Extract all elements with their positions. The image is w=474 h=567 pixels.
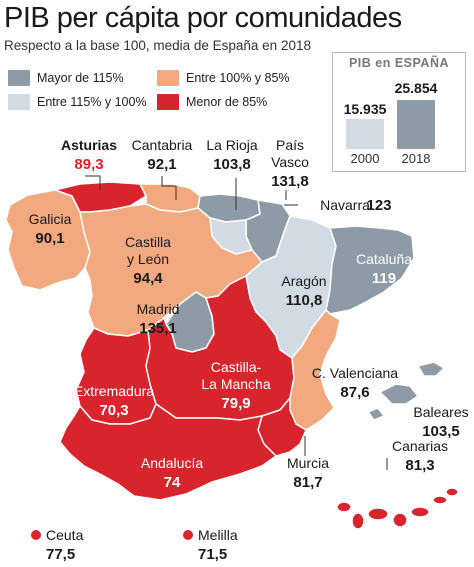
region-cataluna <box>325 225 415 315</box>
label-asturias: Asturias <box>61 137 117 153</box>
pib-bar-2000 <box>346 119 384 149</box>
legend-item-menor-85: Menor de 85% <box>157 94 267 110</box>
value-castilla-y-leon: 94,4 <box>133 270 163 287</box>
value-murcia: 81,7 <box>293 474 322 491</box>
value-c-valenciana: 87,6 <box>340 384 369 401</box>
label-murcia: Murcia <box>287 455 329 471</box>
pib-value-2018: 25.854 <box>395 80 438 96</box>
region-canarias <box>336 487 459 530</box>
label-la-rioja: La Rioja <box>206 137 258 153</box>
value-melilla: 71,5 <box>198 546 227 563</box>
legend-label: Entre 100% y 85% <box>186 71 290 85</box>
leader-lines <box>85 175 388 470</box>
region-andalucia <box>59 403 277 501</box>
label-c-valenciana: C. Valenciana <box>312 365 398 381</box>
value-la-rioja: 103,8 <box>213 156 251 173</box>
label-pais-vasco-line2: Vasco <box>271 154 309 170</box>
melilla-marker <box>183 530 193 540</box>
value-aragon: 110,8 <box>286 292 323 309</box>
label-navarra: Navarra <box>320 197 370 213</box>
value-castilla-la-mancha: 79,9 <box>221 395 250 412</box>
value-pais-vasco: 131,8 <box>271 173 309 190</box>
legend-swatch <box>157 70 179 86</box>
value-ceuta: 77,5 <box>46 546 75 563</box>
pib-year-2000: 2000 <box>351 151 380 166</box>
value-andalucia: 74 <box>164 474 181 491</box>
region-baleares <box>367 361 445 421</box>
pib-box-title: PIB en ESPAÑA <box>348 56 450 70</box>
label-castilla-la-mancha-line2: La Mancha <box>201 376 270 392</box>
label-aragon: Aragón <box>281 273 326 289</box>
pib-bar-2018 <box>397 100 435 149</box>
region-labels: Asturias 89,3 Cantabria 92,1 La Rioja 10… <box>29 137 469 491</box>
legend-item-entre-100-85: Entre 100% y 85% <box>157 70 290 86</box>
label-cataluna: Cataluña <box>356 251 412 267</box>
value-cantabria: 92,1 <box>147 156 176 173</box>
label-andalucia: Andalucía <box>141 455 203 471</box>
label-galicia: Galicia <box>29 211 72 227</box>
value-extremadura: 70,3 <box>99 402 128 419</box>
legend-swatch <box>8 94 30 110</box>
legend-item-mayor-115: Mayor de 115% <box>8 70 124 86</box>
legend-swatch <box>157 94 179 110</box>
label-castilla-y-leon-line1: Castilla <box>125 234 171 250</box>
value-galicia: 90,1 <box>35 230 64 247</box>
legend-label: Mayor de 115% <box>37 71 124 85</box>
pib-value-2000: 15.935 <box>344 101 387 117</box>
legend-label: Menor de 85% <box>186 95 268 109</box>
pib-year-2018: 2018 <box>402 151 431 166</box>
label-ceuta: Ceuta <box>46 527 84 543</box>
legend-swatch <box>8 70 30 86</box>
value-asturias: 89,3 <box>74 156 103 173</box>
label-melilla: Melilla <box>198 527 238 543</box>
label-extremadura: Extremadura <box>74 383 154 399</box>
ceuta-marker <box>31 530 41 540</box>
label-baleares: Baleares <box>413 404 468 420</box>
label-canarias: Canarias <box>392 438 448 454</box>
value-navarra: 123 <box>366 197 391 214</box>
value-cataluna: 119 <box>372 270 396 287</box>
autonomous-cities: Ceuta 77,5 Melilla 71,5 <box>31 527 238 563</box>
legend-label: Entre 115% y 100% <box>37 95 147 109</box>
page-title: PIB per cápita por comunidades <box>4 2 402 34</box>
label-castilla-y-leon-line2: y León <box>127 251 169 267</box>
page-subtitle: Respecto a la base 100, media de España … <box>4 38 311 53</box>
label-castilla-la-mancha-line1: Castilla- <box>211 359 262 375</box>
legend-item-entre-115-100: Entre 115% y 100% <box>8 94 147 110</box>
value-madrid: 135,1 <box>139 320 177 337</box>
label-madrid: Madrid <box>137 301 180 317</box>
label-pais-vasco-line1: País <box>276 137 304 153</box>
pib-bar-chart: 15.935 25.854 2000 2018 <box>344 80 438 166</box>
label-cantabria: Cantabria <box>132 137 193 153</box>
value-canarias: 81,3 <box>405 457 434 474</box>
value-baleares: 103,5 <box>422 423 460 440</box>
